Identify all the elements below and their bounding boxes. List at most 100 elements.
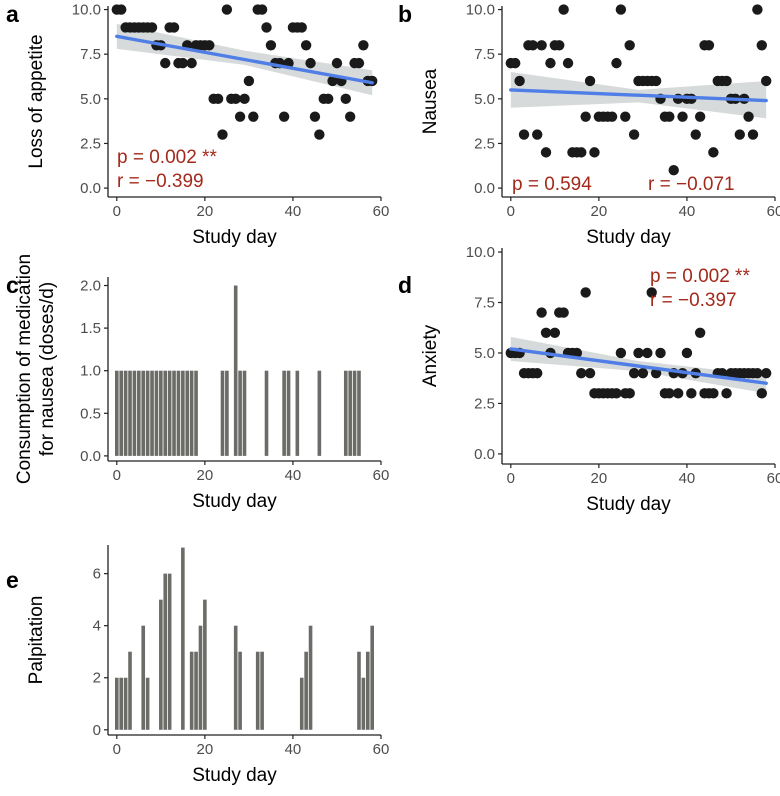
x-tick-label: 0 (507, 470, 515, 487)
y-tick-label: 7.5 (80, 46, 101, 63)
regression-line (115, 34, 374, 85)
data-point (721, 75, 732, 87)
x-tick-label: 60 (767, 470, 780, 487)
data-point (580, 111, 591, 122)
x-tick-label: 0 (113, 203, 121, 220)
bar (189, 651, 194, 730)
data-point (186, 57, 197, 69)
bar (141, 370, 146, 456)
x-axis-label: Study day (192, 765, 277, 786)
y-tick-label: 2.5 (80, 135, 101, 152)
bar (225, 370, 229, 456)
y-tick-label: 1.5 (80, 320, 101, 337)
bar (352, 370, 357, 456)
bar (167, 370, 172, 456)
x-tick-label: 20 (197, 467, 214, 484)
bar (145, 370, 150, 456)
data-point (549, 327, 561, 338)
y-tick-label: 2.5 (474, 135, 495, 152)
bar (365, 651, 370, 730)
bar (119, 677, 124, 730)
y-tick-label: 2.5 (474, 395, 495, 412)
data-point (708, 388, 719, 399)
bar (150, 370, 154, 456)
data-point (584, 367, 596, 379)
y-tick-label: 6 (93, 566, 101, 583)
x-tick-label: 40 (285, 467, 302, 484)
bar (172, 370, 176, 456)
data-point (265, 40, 277, 51)
bar (282, 370, 286, 456)
x-tick-label: 60 (373, 203, 390, 220)
panel-d: d 0 20 40 60 0.0 2.5 5.0 7.5 10.0 Study day Anxiety… (398, 244, 780, 515)
data-point (116, 4, 127, 15)
bar (317, 370, 322, 456)
y-tick-label: 0.0 (474, 180, 495, 197)
data-point (314, 129, 325, 140)
data-point (690, 129, 701, 140)
bar (181, 547, 185, 730)
data-point (300, 40, 312, 51)
data-point (540, 147, 552, 158)
y-tick-label: 10.0 (72, 2, 101, 19)
data-point (708, 147, 719, 158)
data-point (694, 111, 706, 122)
data-point (628, 129, 640, 140)
data-point (571, 347, 583, 359)
bar (123, 677, 128, 730)
bar (167, 573, 172, 730)
panel-e: e 0 20 40 60 0 2 4 6 Study day Palpitation (6, 545, 389, 786)
data-point (681, 347, 693, 359)
p-value-text: p = 0.594 (512, 174, 592, 195)
p-value-text: p = 0.002 ** (650, 266, 750, 287)
panel-label: b (398, 1, 412, 27)
data-point (633, 347, 644, 359)
r-value-text: r = −0.071 (648, 174, 735, 195)
data-point (624, 388, 635, 399)
bar (357, 651, 361, 730)
data-point (756, 388, 767, 399)
bar (159, 599, 163, 730)
data-point (743, 111, 754, 122)
x-tick-label: 20 (591, 203, 608, 220)
data-point (664, 388, 675, 399)
data-point (256, 4, 268, 15)
data-point (650, 367, 662, 379)
y-tick-label: 5.0 (474, 345, 495, 362)
data-point (580, 287, 591, 298)
panel-label: d (398, 272, 412, 298)
data-point (637, 367, 649, 379)
bar (115, 677, 119, 730)
data-point (322, 93, 334, 105)
data-point (221, 4, 233, 15)
data-point (518, 129, 530, 140)
bar (242, 370, 247, 456)
data-point (576, 367, 587, 379)
bar (286, 370, 291, 456)
y-axis-label-line: Consumption of medication (14, 254, 35, 484)
x-tick-label: 60 (373, 741, 390, 758)
bar (295, 370, 300, 456)
x-axis-label: Study day (192, 491, 277, 512)
bar (198, 625, 203, 730)
data-point (212, 93, 224, 105)
y-axis-label: Palpitation (26, 596, 47, 685)
data-point (344, 111, 356, 122)
data-point (606, 111, 618, 122)
data-point (532, 129, 543, 140)
bar (348, 370, 352, 456)
panel-label: e (6, 567, 19, 593)
x-axis-label: Study day (192, 227, 277, 248)
data-point (177, 57, 189, 69)
bar (181, 370, 185, 456)
data-point (668, 165, 679, 176)
p-value-text: p = 0.002 ** (117, 147, 217, 168)
data-point (650, 75, 662, 87)
y-tick-label: 0 (93, 722, 101, 739)
x-tick-label: 60 (373, 467, 390, 484)
bar (194, 651, 198, 730)
data-point (562, 57, 574, 69)
data-point (296, 22, 307, 33)
y-tick-label: 10.0 (466, 2, 495, 19)
